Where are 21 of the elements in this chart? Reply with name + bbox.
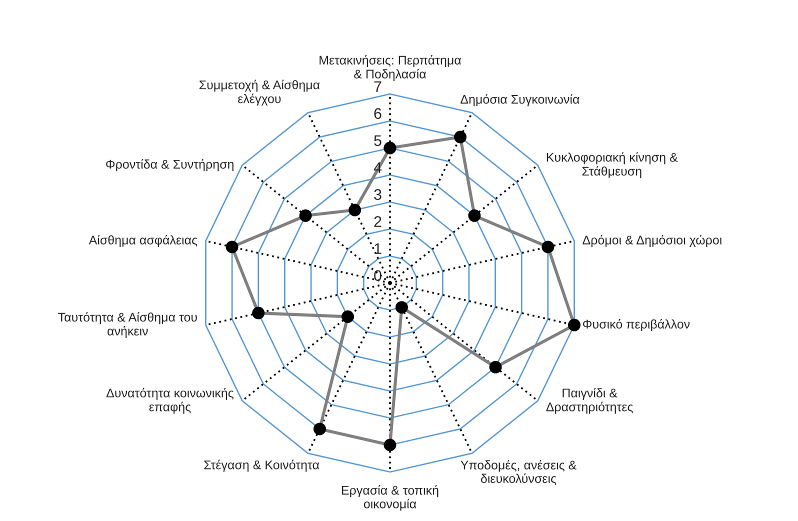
spoke-label: Φυσικό περιβάλλον xyxy=(582,319,690,332)
spoke-label: Συμμετοχή & Αίσθημα ελέγχου xyxy=(200,80,320,106)
spoke-label: Δυνατότητα κοινωνικής επαφής xyxy=(106,388,234,414)
y-tick-label: 6 xyxy=(374,108,382,119)
spoke-label: Ταυτότητα & Αίσθημα του ανήκειν xyxy=(58,312,197,338)
spoke-label: Παιγνίδι & Δραστηριότητες xyxy=(546,388,633,414)
spoke-label: Κυκλοφοριακή κίνηση & Στάθμευση xyxy=(546,152,678,178)
spoke-label: Δημόσια Συγκοινωνία xyxy=(460,94,580,106)
spoke-label: Φροντίδα & Συντήρηση xyxy=(106,159,234,172)
spoke-label: Στέγαση & Κοινότητα xyxy=(204,460,320,472)
y-tick-label: 5 xyxy=(374,135,382,146)
spoke-label: Μετακινήσεις: Περπάτημα & Ποδηλασία xyxy=(320,55,462,81)
spoke-label: Δρόμοι & Δημόσιοι χώροι xyxy=(582,234,722,247)
y-tick-label: 2 xyxy=(374,216,382,227)
y-tick-label: 1 xyxy=(374,243,382,254)
spoke-label: Υποδομές, ανέσεις & διευκολύνσεις xyxy=(460,460,576,485)
y-tick-label: 3 xyxy=(374,189,382,200)
y-tick-label: 0 xyxy=(374,270,382,281)
y-tick-label: 7 xyxy=(374,81,382,92)
spoke-label: Αίσθημα ασφάλειας xyxy=(88,234,198,247)
spoke-label: Εργασία & τοπική οικονομία xyxy=(342,485,438,511)
